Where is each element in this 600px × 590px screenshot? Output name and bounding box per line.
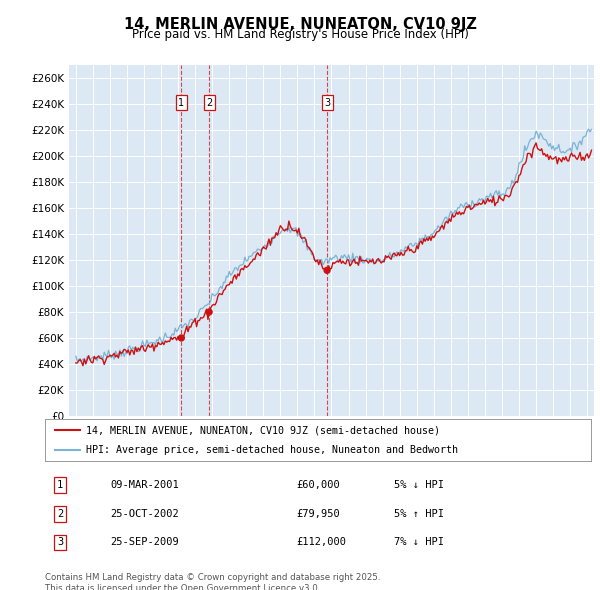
Point (176, 333, 186, 343)
Text: 1: 1 (178, 97, 184, 107)
Text: 1: 1 (57, 480, 64, 490)
Text: 14, MERLIN AVENUE, NUNEATON, CV10 9JZ: 14, MERLIN AVENUE, NUNEATON, CV10 9JZ (124, 17, 476, 31)
Text: 09-MAR-2001: 09-MAR-2001 (110, 480, 179, 490)
Text: 25-OCT-2002: 25-OCT-2002 (110, 509, 179, 519)
Text: 3: 3 (324, 97, 330, 107)
Point (322, 266, 332, 275)
Text: HPI: Average price, semi-detached house, Nuneaton and Bedworth: HPI: Average price, semi-detached house,… (86, 445, 458, 455)
Text: £60,000: £60,000 (296, 480, 340, 490)
Text: 5% ↓ HPI: 5% ↓ HPI (394, 480, 445, 490)
Text: 3: 3 (57, 537, 64, 548)
Text: 14, MERLIN AVENUE, NUNEATON, CV10 9JZ (semi-detached house): 14, MERLIN AVENUE, NUNEATON, CV10 9JZ (s… (86, 425, 440, 435)
Text: 25-SEP-2009: 25-SEP-2009 (110, 537, 179, 548)
Text: 2: 2 (57, 509, 64, 519)
Text: £112,000: £112,000 (296, 537, 346, 548)
Text: 5% ↑ HPI: 5% ↑ HPI (394, 509, 445, 519)
Text: 2: 2 (206, 97, 212, 107)
Text: £79,950: £79,950 (296, 509, 340, 519)
Text: Contains HM Land Registry data © Crown copyright and database right 2025.
This d: Contains HM Land Registry data © Crown c… (45, 573, 380, 590)
Text: 7% ↓ HPI: 7% ↓ HPI (394, 537, 445, 548)
Text: Price paid vs. HM Land Registry's House Price Index (HPI): Price paid vs. HM Land Registry's House … (131, 28, 469, 41)
Point (205, 307, 214, 317)
